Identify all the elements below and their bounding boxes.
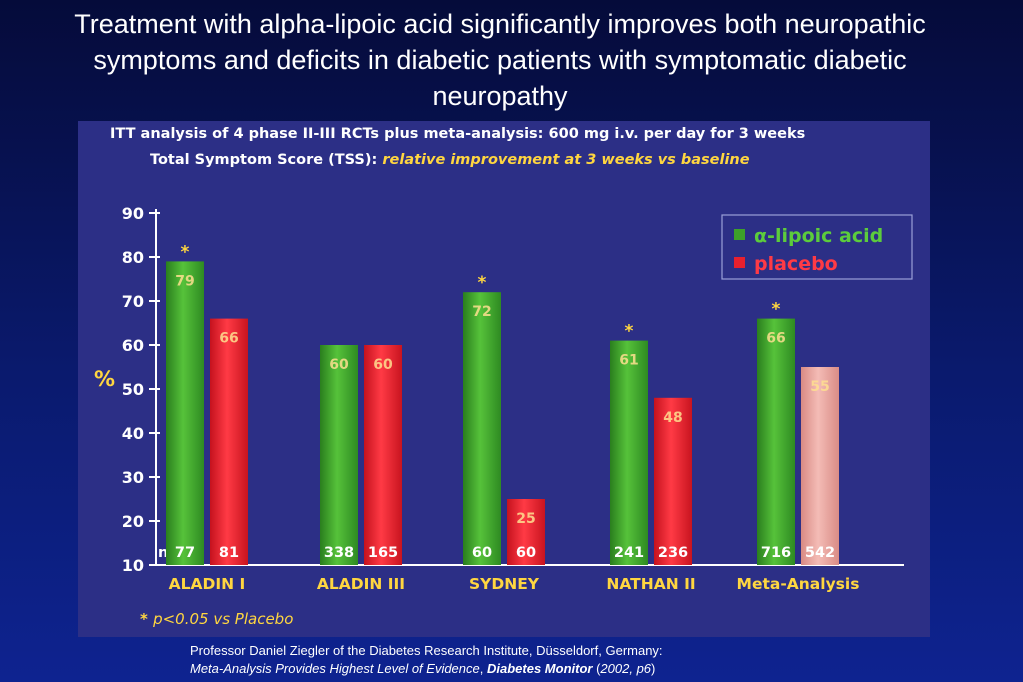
footnote-marker: * (140, 610, 153, 628)
citation-journal: Diabetes Monitor (487, 661, 593, 676)
footnote-text: p<0.05 vs Placebo (152, 610, 293, 628)
legend: α-lipoic acid placebo (721, 214, 913, 280)
bar-value-label: 25 (516, 511, 535, 527)
citation-open: ( (592, 661, 601, 676)
bar-alpha-lipoic (610, 340, 648, 565)
bar-placebo (210, 318, 248, 565)
sample-size-label: 60 (472, 545, 492, 561)
significance-marker: * (478, 273, 487, 293)
sample-size-label: 716 (761, 545, 791, 561)
citation-year-page: 2002, p6 (600, 661, 652, 676)
citation-close: ) (651, 661, 656, 676)
category-label: ALADIN I (169, 575, 246, 593)
legend-label-placebo: placebo (754, 253, 838, 275)
bar-placebo (801, 367, 839, 565)
sample-size-label: 236 (658, 545, 688, 561)
sample-size-label: 165 (368, 545, 398, 561)
bar-value-label: 60 (373, 357, 393, 373)
y-tick-label: 80 (122, 248, 144, 267)
bar-placebo (507, 499, 545, 565)
bar-value-label: 66 (766, 331, 785, 347)
sample-size-label: 77 (175, 545, 195, 561)
bar-alpha-lipoic (166, 261, 204, 565)
chart-header-line2: Total Symptom Score (TSS): relative impr… (150, 152, 750, 168)
legend-box (721, 214, 913, 280)
citation-sep: , (479, 661, 487, 676)
bars: ALADIN I 79 77 66 81 * ALADIN III 60 338 60 165 SYD… (166, 242, 859, 593)
citation-line2: Meta-Analysis Provides Highest Level of … (190, 660, 890, 678)
bar-alpha-lipoic (320, 345, 358, 565)
y-tick-label: 20 (122, 512, 144, 531)
chart-header-prefix: Total Symptom Score (TSS): (150, 152, 382, 168)
y-tick-label: 50 (122, 380, 144, 399)
legend-swatch-placebo (734, 257, 745, 268)
category-label: Meta-Analysis (737, 575, 860, 593)
y-tick-label: 60 (122, 336, 144, 355)
bar-value-label: 61 (619, 353, 638, 369)
citation-article: Meta-Analysis Provides Highest Level of … (190, 661, 480, 676)
footnote: * p<0.05 vs Placebo (140, 610, 293, 628)
y-tick-label: 90 (122, 204, 144, 223)
slide-title: Treatment with alpha-lipoic acid signifi… (74, 9, 926, 111)
bar-value-label: 60 (329, 357, 349, 373)
y-axis-label: % (94, 367, 115, 391)
bar-value-label: 48 (663, 410, 682, 426)
bar-alpha-lipoic (757, 318, 795, 565)
bar-chart: ITT analysis of 4 phase II-III RCTs plus… (94, 126, 913, 628)
bar-value-label: 72 (472, 304, 491, 320)
bar-placebo (364, 345, 402, 565)
chart-header-line1: ITT analysis of 4 phase II-III RCTs plus… (110, 126, 805, 142)
bar-alpha-lipoic (463, 292, 501, 565)
chart-header-highlight: relative improvement at 3 weeks vs basel… (382, 152, 749, 168)
sample-size-label: 241 (614, 545, 644, 561)
bar-value-label: 79 (175, 273, 194, 289)
significance-marker: * (625, 322, 634, 342)
sample-size-label: 60 (516, 545, 536, 561)
category-label: SYDNEY (469, 575, 540, 593)
category-label: NATHAN II (606, 575, 695, 593)
source-citation: Professor Daniel Ziegler of the Diabetes… (190, 642, 890, 678)
y-tick-label: 70 (122, 292, 144, 311)
legend-label-alpha: α-lipoic acid (754, 225, 883, 247)
sample-size-label: 542 (805, 545, 835, 561)
significance-marker: * (181, 242, 190, 262)
sample-size-label: 81 (219, 545, 239, 561)
bar-placebo (654, 397, 692, 565)
significance-marker: * (772, 300, 781, 320)
sample-size-label: 338 (324, 545, 354, 561)
citation-line1: Professor Daniel Ziegler of the Diabetes… (190, 643, 663, 658)
category-label: ALADIN III (317, 575, 405, 593)
chart-panel: ITT analysis of 4 phase II-III RCTs plus… (78, 121, 930, 637)
y-tick-label: 40 (122, 424, 144, 443)
y-tick-label: 10 (122, 556, 144, 575)
y-tick-label: 30 (122, 468, 144, 487)
legend-swatch-alpha (734, 229, 745, 240)
bar-value-label: 66 (219, 331, 238, 347)
bar-value-label: 55 (810, 379, 829, 395)
